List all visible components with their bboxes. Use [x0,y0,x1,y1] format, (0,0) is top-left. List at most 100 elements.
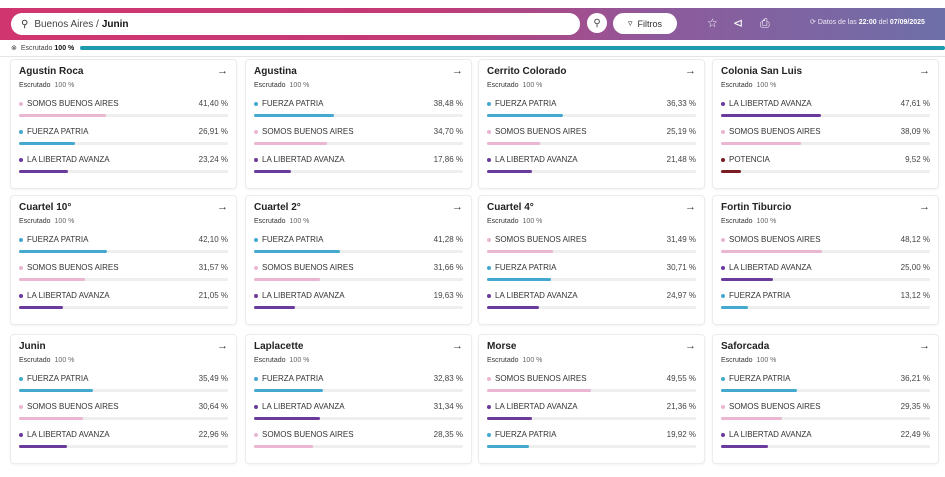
party-dot-icon [19,101,23,106]
arrow-right-icon[interactable]: → [685,201,696,213]
escrutado-text: Escrutado 100 % [487,357,543,364]
party-percentage: 35,49 % [198,374,228,383]
party-percentage: 38,48 % [433,99,463,108]
party-bar-fill [721,170,741,173]
party-percentage: 48,12 % [900,235,930,244]
locality-card[interactable]: Fortin Tiburcio → Escrutado 100 % SOMOS B… [712,195,939,325]
locality-card[interactable]: Junin → Escrutado 100 % FUERZA PATRIA 35,… [10,334,237,464]
party-name: FUERZA PATRIA [262,374,324,383]
arrow-right-icon[interactable]: → [217,65,228,77]
arrow-right-icon[interactable]: → [452,340,463,352]
party-dot-icon [487,101,491,106]
arrow-right-icon[interactable]: → [685,65,696,77]
arrow-right-icon[interactable]: → [919,65,930,77]
party-result: SOMOS BUENOS AIRES 48,12 % [721,235,930,253]
party-dot-icon [721,293,725,298]
party-name: SOMOS BUENOS AIRES [262,430,354,439]
party-result: FUERZA PATRIA 36,21 % [721,374,930,392]
party-percentage: 21,05 % [198,291,228,300]
locality-name: Fortin Tiburcio [721,202,792,213]
party-name: FUERZA PATRIA [27,127,89,136]
party-result: FUERZA PATRIA 26,91 % [19,127,228,145]
party-bar-fill [254,278,321,281]
location-current: Junin [101,18,129,30]
party-result: LA LIBERTAD AVANZA 22,96 % [19,430,228,448]
party-bar-fill [487,250,553,253]
party-dot-icon [487,293,491,298]
arrow-right-icon[interactable]: → [217,340,228,352]
party-bar-fill [254,170,292,173]
party-bar-fill [487,170,532,173]
party-percentage: 31,49 % [666,235,696,244]
locality-card[interactable]: Cuartel 2° → Escrutado 100 % FUERZA PATRI… [245,195,472,325]
locality-card[interactable]: Morse → Escrutado 100 % SOMOS BUENOS AIRE… [478,334,705,464]
locality-name: Cuartel 10° [19,202,72,213]
party-result: SOMOS BUENOS AIRES 31,49 % [487,235,696,253]
party-percentage: 38,09 % [900,127,930,136]
party-result: SOMOS BUENOS AIRES 30,64 % [19,402,228,420]
locality-card[interactable]: Cuartel 10° → Escrutado 100 % FUERZA PATR… [10,195,237,325]
arrow-right-icon[interactable]: → [919,201,930,213]
arrow-right-icon[interactable]: → [685,340,696,352]
party-dot-icon [254,101,258,106]
party-dot-icon [19,237,23,242]
party-percentage: 47,61 % [900,99,930,108]
arrow-right-icon[interactable]: → [217,201,228,213]
party-dot-icon [487,237,491,242]
party-dot-icon [19,376,23,381]
party-result: LA LIBERTAD AVANZA 23,24 % [19,155,228,173]
filters-button[interactable]: ▿ Filtros [613,13,677,34]
escrutado-text: Escrutado 100 % [721,218,777,225]
party-bar-fill [721,250,822,253]
arrow-right-icon[interactable]: → [452,201,463,213]
party-bar-fill [254,417,320,420]
location-search[interactable]: ⚲ Buenos Aires / Junin [11,13,580,35]
party-bar-track [487,417,696,420]
party-bar-track [19,114,228,117]
arrow-right-icon[interactable]: → [919,340,930,352]
escrutado-text: Escrutado 100 % [254,357,310,364]
party-bar-track [721,306,930,309]
party-bar-fill [721,445,768,448]
party-percentage: 21,36 % [666,402,696,411]
party-result: SOMOS BUENOS AIRES 28,35 % [254,430,463,448]
locality-name: Cuartel 4° [487,202,534,213]
party-bar-track [254,306,463,309]
party-bar-fill [19,170,68,173]
locality-name: Agustin Roca [19,66,84,77]
refresh-icon: ⟳ [810,19,816,26]
party-dot-icon [487,157,491,162]
party-dot-icon [721,237,725,242]
search-button[interactable]: ⚲ [587,13,607,33]
party-name: LA LIBERTAD AVANZA [729,99,812,108]
escrutado-text: Escrutado 100 % [487,218,543,225]
party-bar-fill [721,389,797,392]
locality-card[interactable]: Saforcada → Escrutado 100 % FUERZA PATRIA… [712,334,939,464]
locality-card[interactable]: Agustina → Escrutado 100 % FUERZA PATRIA … [245,59,472,189]
party-name: SOMOS BUENOS AIRES [262,263,354,272]
print-icon[interactable]: ⎙ [760,16,770,30]
locality-card[interactable]: Cerrito Colorado → Escrutado 100 % FUERZA… [478,59,705,189]
party-bar-fill [254,114,335,117]
party-bar-fill [19,114,106,117]
locality-card[interactable]: Colonia San Luis → Escrutado 100 % LA LIB… [712,59,939,189]
party-percentage: 34,70 % [433,127,463,136]
party-result: LA LIBERTAD AVANZA 47,61 % [721,99,930,117]
party-percentage: 13,12 % [900,291,930,300]
party-bar-track [721,278,930,281]
party-dot-icon [487,265,491,270]
locality-card[interactable]: Cuartel 4° → Escrutado 100 % SOMOS BUENOS… [478,195,705,325]
party-name: SOMOS BUENOS AIRES [495,235,587,244]
party-bar-track [721,445,930,448]
party-dot-icon [254,432,258,437]
party-result: SOMOS BUENOS AIRES 31,57 % [19,263,228,281]
party-percentage: 30,71 % [666,263,696,272]
locality-card[interactable]: Agustin Roca → Escrutado 100 % SOMOS BUEN… [10,59,237,189]
party-name: FUERZA PATRIA [729,374,791,383]
party-result: FUERZA PATRIA 30,71 % [487,263,696,281]
share-icon[interactable]: ⊲ [733,16,744,30]
party-bar-fill [19,389,94,392]
star-icon[interactable]: ☆ [707,16,718,30]
arrow-right-icon[interactable]: → [452,65,463,77]
locality-card[interactable]: Laplacette → Escrutado 100 % FUERZA PATRI… [245,334,472,464]
